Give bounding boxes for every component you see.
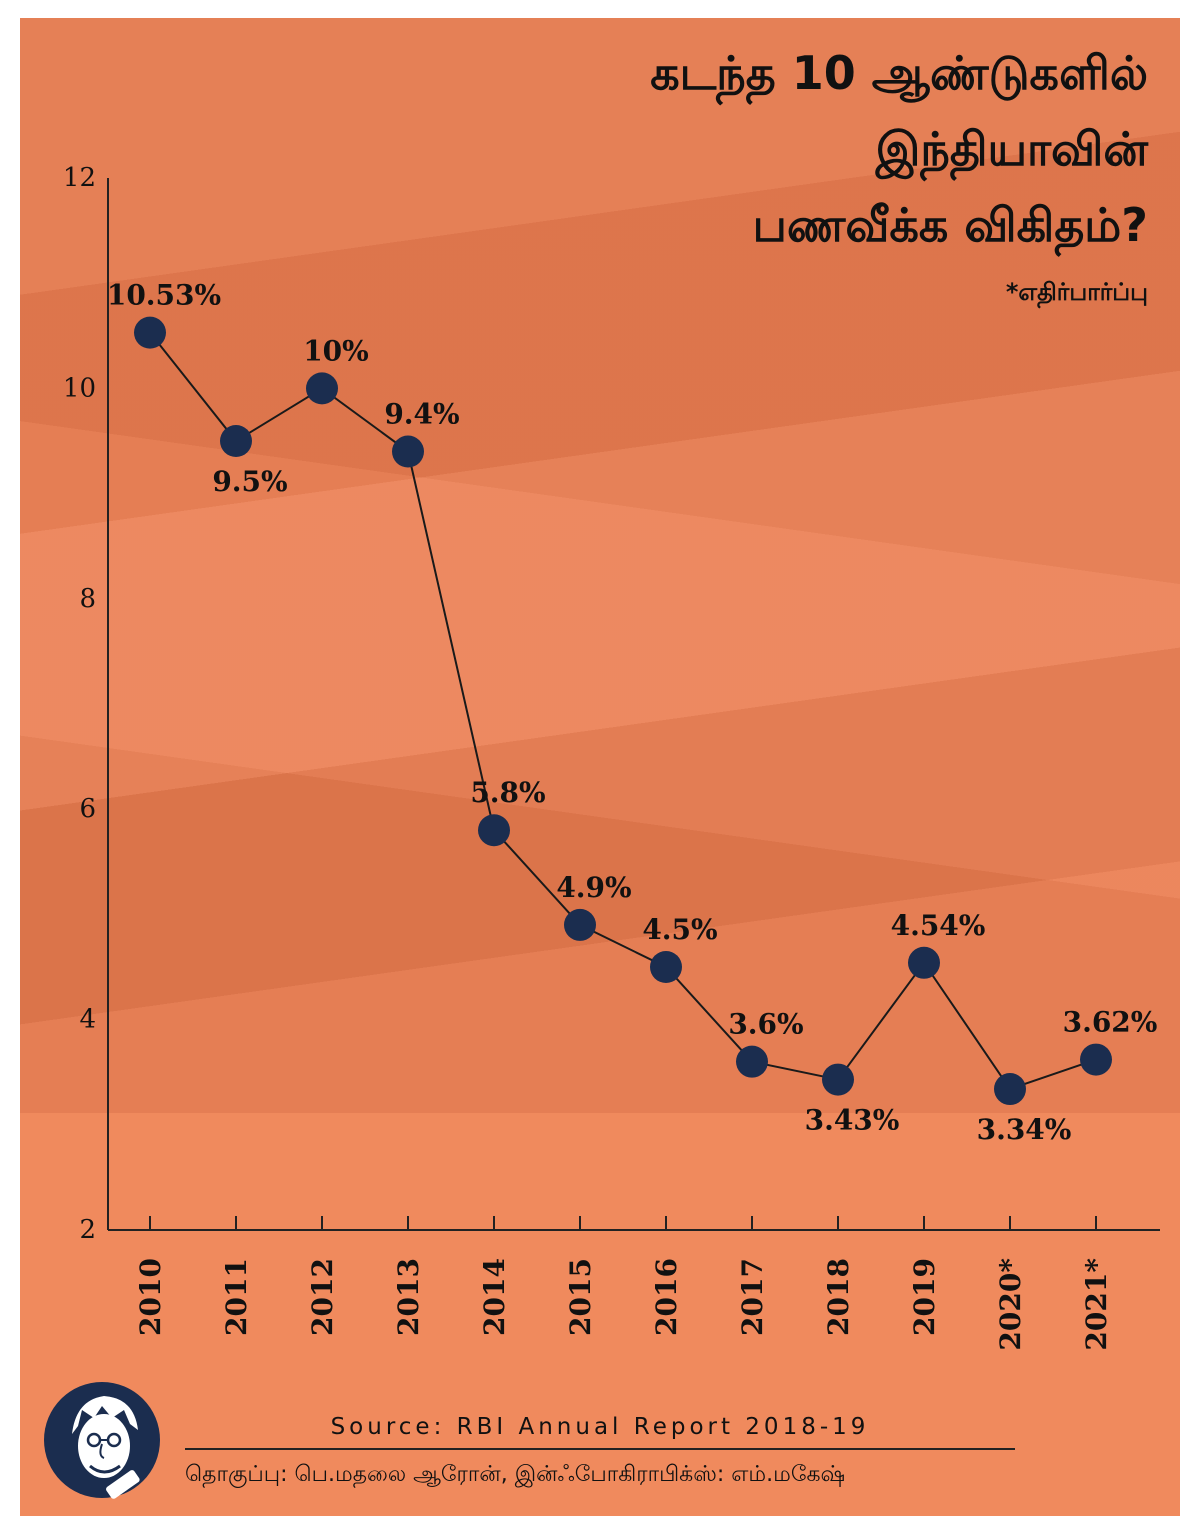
x-tick-label: 2013 — [392, 1258, 425, 1336]
data-point — [736, 1045, 768, 1078]
data-label: 3.6% — [728, 1008, 803, 1041]
data-point — [908, 946, 940, 979]
data-point — [306, 372, 338, 405]
data-label: 9.4% — [384, 398, 459, 431]
data-label: 3.34% — [977, 1113, 1072, 1146]
infographic-poster: 2 4 6 8 10 12 2010 2011 2012 2013 2014 2015 2016 2017… — [20, 18, 1180, 1516]
chart-title-line-3: பணவீக்க விகிதம்? — [752, 198, 1148, 252]
banknote-background — [20, 18, 1180, 1113]
x-tick-label: 2017 — [736, 1258, 769, 1336]
data-point — [134, 316, 166, 349]
x-tick-label: 2019 — [908, 1258, 941, 1336]
data-label: 3.62% — [1063, 1006, 1158, 1039]
y-tick-label: 4 — [79, 1005, 96, 1035]
source-text: Source: RBI Annual Report 2018-19 — [330, 1414, 870, 1440]
data-point — [220, 425, 252, 457]
data-label: 5.8% — [470, 776, 545, 809]
data-label: 4.5% — [642, 913, 717, 946]
data-point — [822, 1063, 854, 1096]
data-label: 3.43% — [805, 1104, 900, 1137]
data-point — [1080, 1043, 1112, 1076]
forecast-note: *எதிர்பார்ப்பு — [1005, 278, 1148, 306]
y-tick-label: 2 — [79, 1215, 96, 1245]
data-label: 4.9% — [556, 871, 631, 904]
x-tick-label: 2012 — [306, 1258, 339, 1336]
data-point — [994, 1073, 1026, 1106]
inflation-line-chart: 2 4 6 8 10 12 2010 2011 2012 2013 2014 2015 2016 2017… — [63, 163, 1160, 1351]
chart-title-line-2: இந்தியாவின் — [875, 122, 1148, 176]
data-point — [478, 814, 510, 847]
data-point — [392, 435, 424, 468]
credits-text: தொகுப்பு: பெ.மதலை ஆரோன், இன்ஃபோகிராபிக்ஸ… — [185, 1462, 846, 1487]
y-tick-label: 10 — [63, 373, 96, 403]
x-tick-label: 2015 — [564, 1258, 597, 1336]
series-line — [149, 332, 1097, 1091]
x-tick-label: 2014 — [478, 1258, 511, 1336]
data-label: 9.5% — [212, 465, 287, 498]
x-tick-label: 2021* — [1080, 1258, 1113, 1351]
footer-divider — [185, 1448, 1015, 1450]
data-label: 10.53% — [107, 279, 221, 312]
y-tick-label: 8 — [79, 584, 96, 614]
y-tick-label: 6 — [79, 794, 96, 824]
chart-title-line-1: கடந்த 10 ஆண்டுகளில் — [650, 46, 1148, 100]
cartoon-logo-icon — [44, 1382, 160, 1499]
x-tick-label: 2011 — [220, 1258, 253, 1336]
x-tick-label: 2010 — [134, 1258, 167, 1336]
data-label: 4.54% — [891, 909, 986, 942]
x-tick-label: 2020* — [994, 1258, 1027, 1351]
y-tick-label: 12 — [63, 163, 96, 193]
data-point — [564, 908, 596, 941]
data-point — [650, 951, 682, 983]
x-tick-label: 2018 — [822, 1258, 855, 1336]
data-label: 10% — [303, 334, 369, 367]
x-tick-label: 2016 — [650, 1258, 683, 1336]
